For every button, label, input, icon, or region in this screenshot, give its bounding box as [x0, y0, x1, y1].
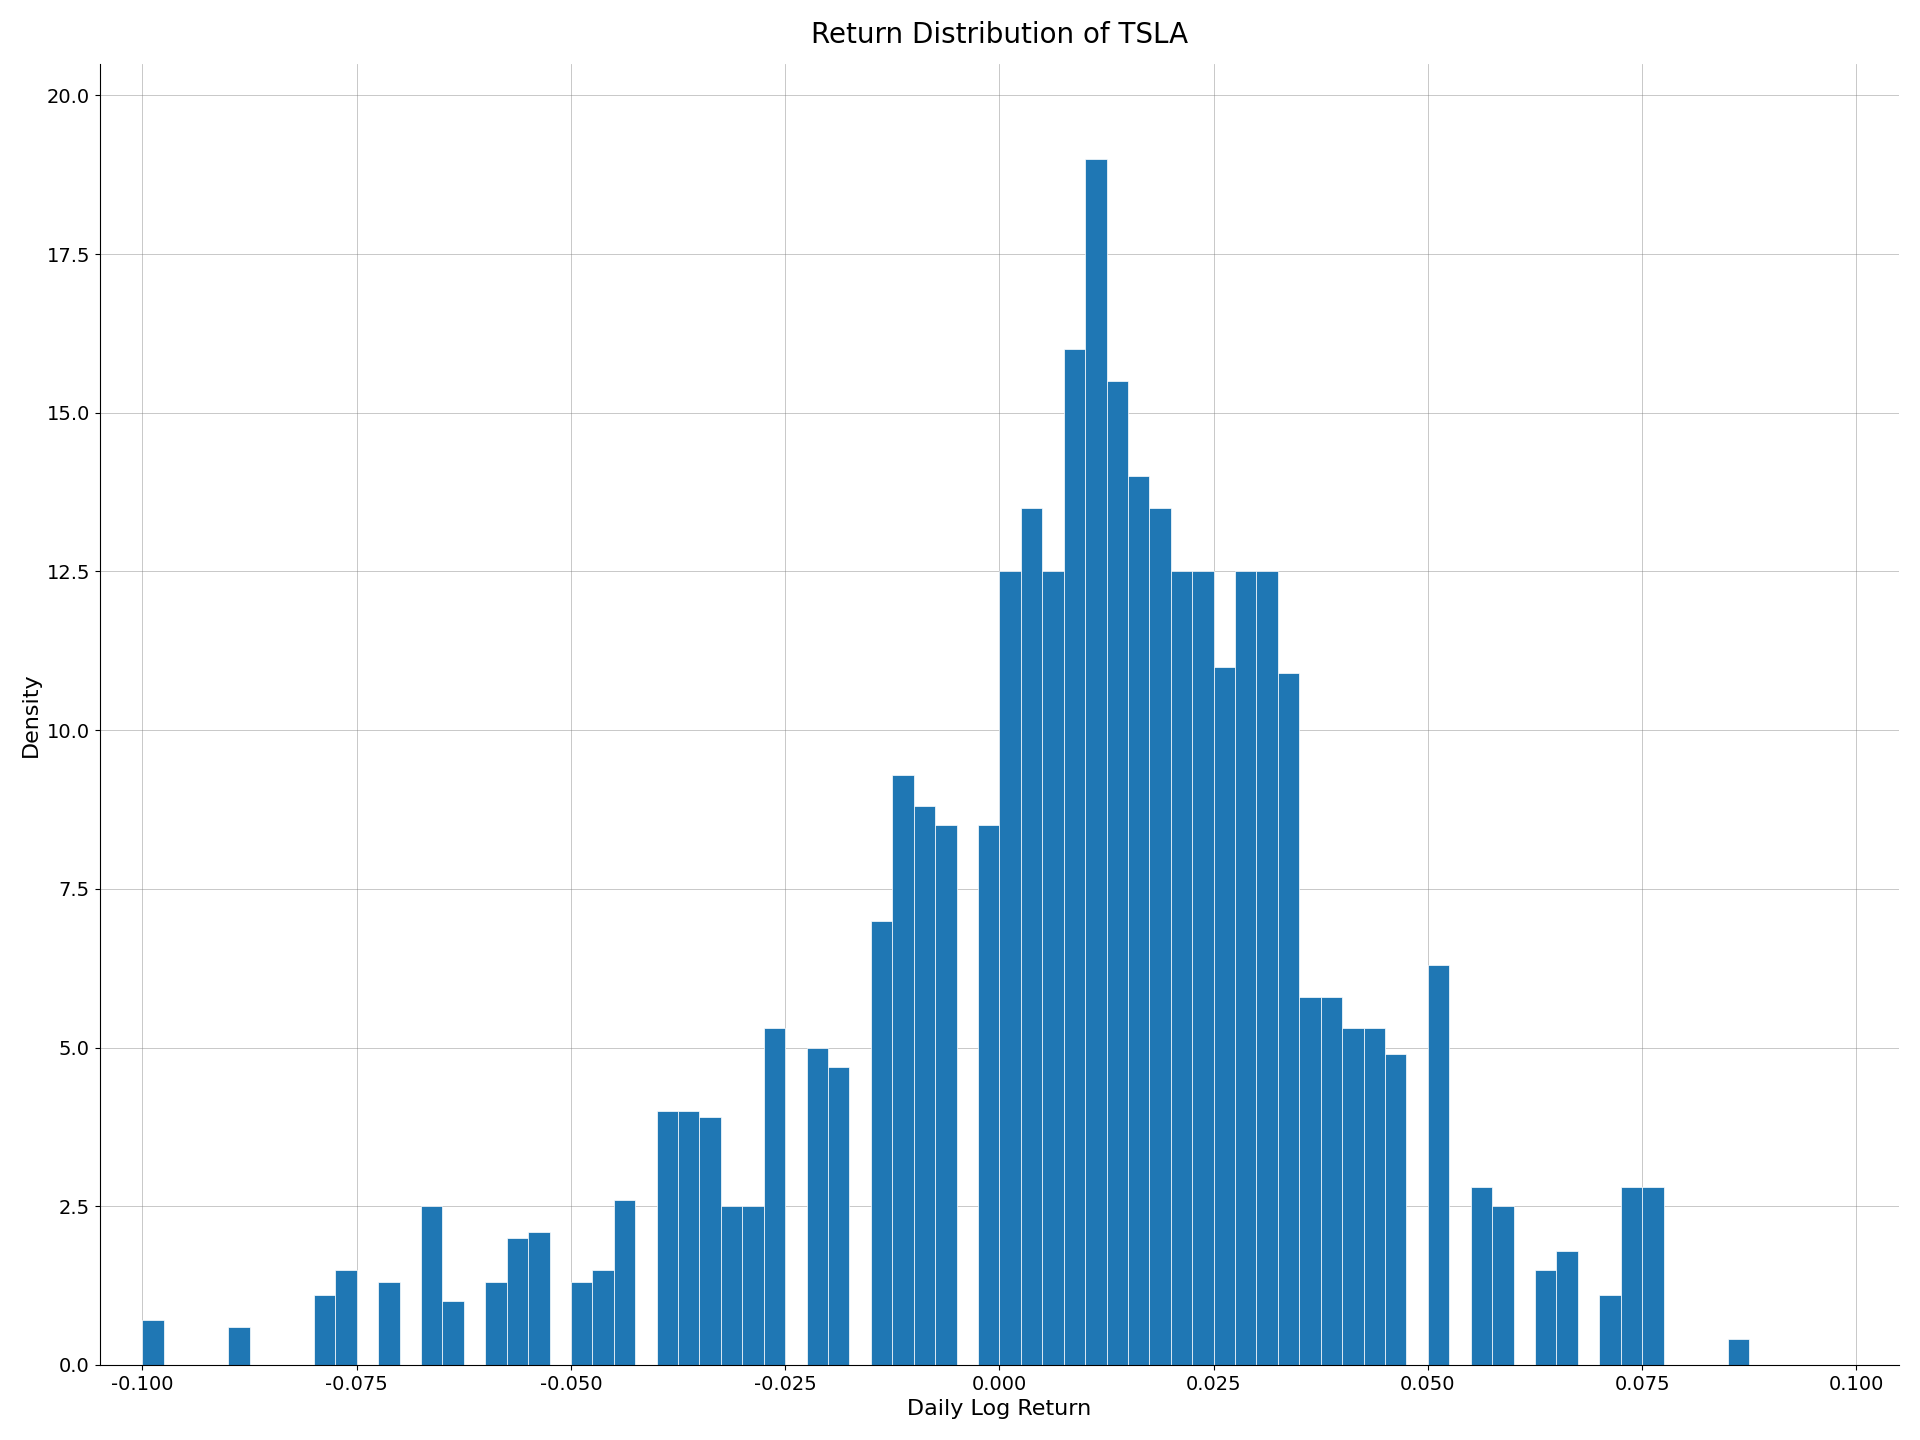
- Bar: [872, 920, 893, 1365]
- X-axis label: Daily Log Return: Daily Log Return: [908, 1400, 1091, 1420]
- Bar: [720, 1207, 743, 1365]
- Bar: [593, 1270, 614, 1365]
- Bar: [1471, 1187, 1492, 1365]
- Bar: [528, 1231, 549, 1365]
- Bar: [1642, 1187, 1663, 1365]
- Bar: [570, 1283, 593, 1365]
- Bar: [764, 1028, 785, 1365]
- Bar: [1342, 1028, 1363, 1365]
- Bar: [142, 1320, 163, 1365]
- Bar: [1127, 477, 1150, 1365]
- Bar: [378, 1283, 399, 1365]
- Y-axis label: Density: Density: [21, 672, 40, 756]
- Bar: [1106, 382, 1127, 1365]
- Bar: [1043, 572, 1064, 1365]
- Bar: [699, 1117, 720, 1365]
- Bar: [1428, 965, 1450, 1365]
- Bar: [420, 1207, 442, 1365]
- Bar: [828, 1067, 849, 1365]
- Bar: [1728, 1339, 1749, 1365]
- Bar: [1321, 996, 1342, 1365]
- Bar: [914, 806, 935, 1365]
- Bar: [1171, 572, 1192, 1365]
- Bar: [1235, 572, 1256, 1365]
- Bar: [1363, 1028, 1384, 1365]
- Bar: [614, 1200, 636, 1365]
- Bar: [1557, 1250, 1578, 1365]
- Bar: [486, 1283, 507, 1365]
- Bar: [1213, 667, 1235, 1365]
- Bar: [1492, 1207, 1513, 1365]
- Bar: [228, 1326, 250, 1365]
- Bar: [1064, 350, 1085, 1365]
- Bar: [1085, 158, 1106, 1365]
- Bar: [1256, 572, 1279, 1365]
- Bar: [977, 825, 1000, 1365]
- Bar: [1279, 672, 1300, 1365]
- Bar: [1534, 1270, 1557, 1365]
- Bar: [1300, 996, 1321, 1365]
- Bar: [1599, 1295, 1620, 1365]
- Bar: [336, 1270, 357, 1365]
- Bar: [1192, 572, 1213, 1365]
- Bar: [1384, 1054, 1407, 1365]
- Bar: [893, 775, 914, 1365]
- Bar: [1150, 508, 1171, 1365]
- Bar: [313, 1295, 336, 1365]
- Title: Return Distribution of TSLA: Return Distribution of TSLA: [810, 20, 1188, 49]
- Bar: [678, 1112, 699, 1365]
- Bar: [442, 1302, 465, 1365]
- Bar: [507, 1238, 528, 1365]
- Bar: [743, 1207, 764, 1365]
- Bar: [806, 1047, 828, 1365]
- Bar: [935, 825, 956, 1365]
- Bar: [1620, 1187, 1642, 1365]
- Bar: [657, 1112, 678, 1365]
- Bar: [1000, 572, 1021, 1365]
- Bar: [1021, 508, 1043, 1365]
